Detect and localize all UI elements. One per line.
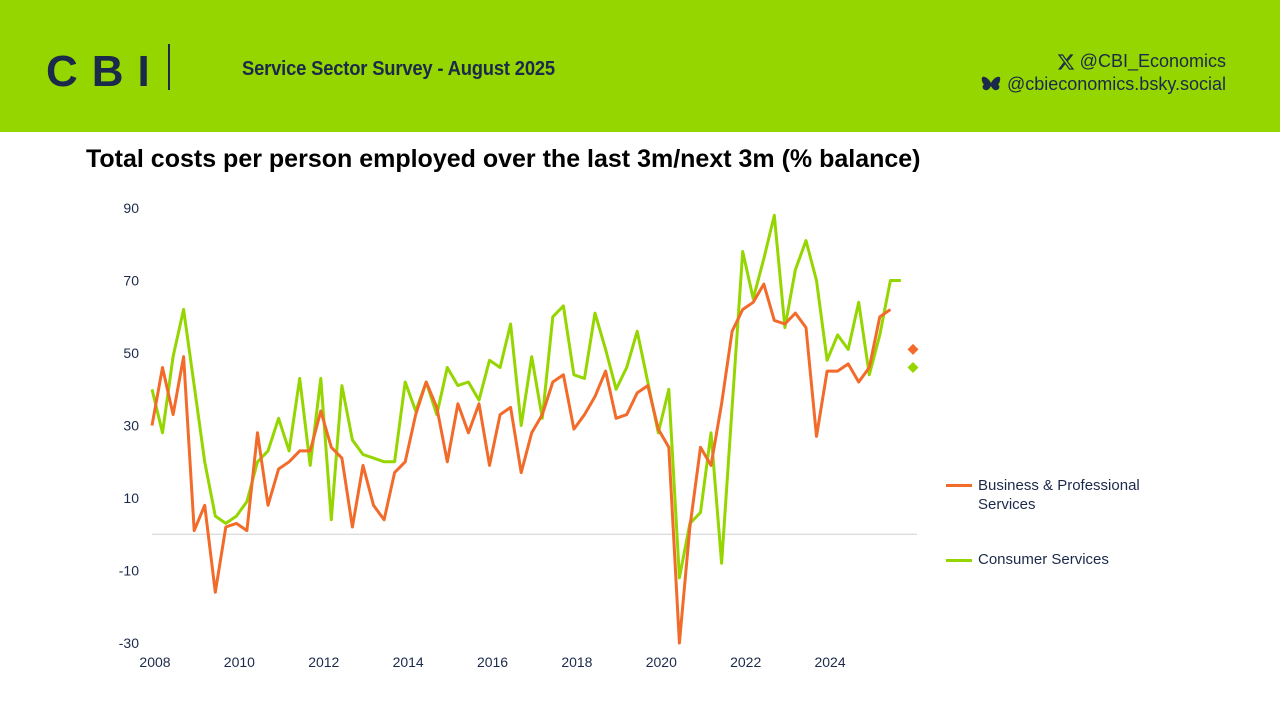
svg-text:CBI: CBI xyxy=(46,47,164,94)
x-tick-label: 2018 xyxy=(561,654,592,670)
x-tick-label: 2008 xyxy=(139,654,170,670)
social-handles: @CBI_Economics @cbieconomics.bsky.social xyxy=(981,50,1226,96)
legend-label-consumer: Consumer Services xyxy=(978,551,1109,568)
chart-title: Total costs per person employed over the… xyxy=(86,145,921,173)
y-tick-label: -10 xyxy=(119,563,139,579)
social-x-row[interactable]: @CBI_Economics xyxy=(981,50,1226,73)
series-lines xyxy=(150,213,901,645)
survey-title: Service Sector Survey - August 2025 xyxy=(242,58,555,80)
x-tick-label: 2024 xyxy=(814,654,845,670)
y-tick-label: 50 xyxy=(123,345,139,361)
legend-label-business: Business & Professional Services xyxy=(978,477,1140,513)
legend-item-business: Business & Professional Services xyxy=(946,476,1158,514)
x-tick-label: 2014 xyxy=(393,654,424,670)
x-tick-label: 2020 xyxy=(646,654,677,670)
series-line-business xyxy=(150,282,892,645)
series-line-consumer xyxy=(150,213,901,580)
y-tick-label: -30 xyxy=(119,635,139,651)
y-axis-ticks: 90 70 50 30 10 -10 -30 xyxy=(119,200,139,651)
expectation-marker-business xyxy=(907,343,919,355)
social-bsky-row[interactable]: @cbieconomics.bsky.social xyxy=(981,73,1226,96)
x-tick-label: 2022 xyxy=(730,654,761,670)
x-tick-label: 2012 xyxy=(308,654,339,670)
expectation-marker-consumer xyxy=(907,362,919,373)
legend: Business & Professional Services Consume… xyxy=(946,476,1158,568)
y-tick-label: 90 xyxy=(123,200,139,216)
y-tick-label: 30 xyxy=(123,418,139,434)
x-tick-label: 2010 xyxy=(224,654,255,670)
legend-swatch-consumer xyxy=(946,559,972,562)
header-bar: CBI Service Sector Survey - August 2025 … xyxy=(0,0,1280,132)
social-bsky-handle[interactable]: @cbieconomics.bsky.social xyxy=(1006,74,1226,94)
cbi-logo: CBI xyxy=(46,44,170,94)
legend-item-consumer: Consumer Services xyxy=(946,551,1158,568)
butterfly-icon xyxy=(981,76,1001,90)
y-tick-label: 70 xyxy=(123,273,139,289)
expectation-markers xyxy=(907,343,919,373)
x-logo-icon xyxy=(1057,53,1074,70)
legend-swatch-business xyxy=(946,484,972,487)
x-tick-label: 2016 xyxy=(477,654,508,670)
social-x-handle[interactable]: @CBI_Economics xyxy=(1079,51,1226,71)
x-axis-ticks: 2008 2010 2012 2014 2016 2018 2020 2022 2024 xyxy=(139,654,845,670)
y-tick-label: 10 xyxy=(123,490,139,506)
